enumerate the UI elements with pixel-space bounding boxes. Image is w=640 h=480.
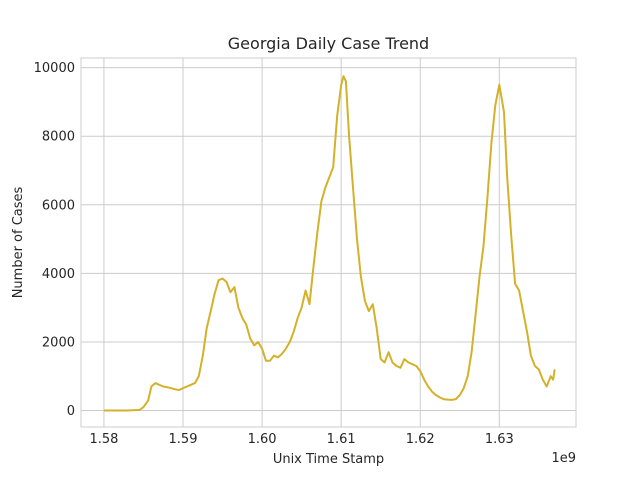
- y-tick-label: 6000: [42, 198, 75, 213]
- grid-lines: [81, 58, 576, 427]
- plot-area: [103, 75, 556, 412]
- x-tick-label: 1.62: [406, 432, 435, 447]
- y-tick-label: 10000: [34, 61, 75, 76]
- x-axis-offset-label: 1e9: [551, 451, 576, 466]
- x-tick-label: 1.60: [248, 432, 277, 447]
- y-tick-label: 4000: [42, 267, 75, 282]
- y-axis-label: Number of Cases: [11, 186, 26, 298]
- x-tick-label: 1.61: [327, 432, 356, 447]
- y-tick-label: 0: [67, 404, 75, 419]
- x-tick-label: 1.58: [89, 432, 118, 447]
- plot-frame: [80, 57, 577, 428]
- chart-title: Georgia Daily Case Trend: [228, 34, 429, 53]
- series-line: [103, 75, 556, 412]
- tick-labels: 1.58 1.59 1.60 1.61 1.62 1.63 0 2000 4000 6000 800…: [34, 61, 514, 447]
- y-tick-label: 8000: [42, 130, 75, 145]
- x-tick-label: 1.63: [485, 432, 514, 447]
- y-tick-label: 2000: [42, 335, 75, 350]
- x-axis-label: Unix Time Stamp: [273, 452, 384, 467]
- x-tick-label: 1.59: [169, 432, 198, 447]
